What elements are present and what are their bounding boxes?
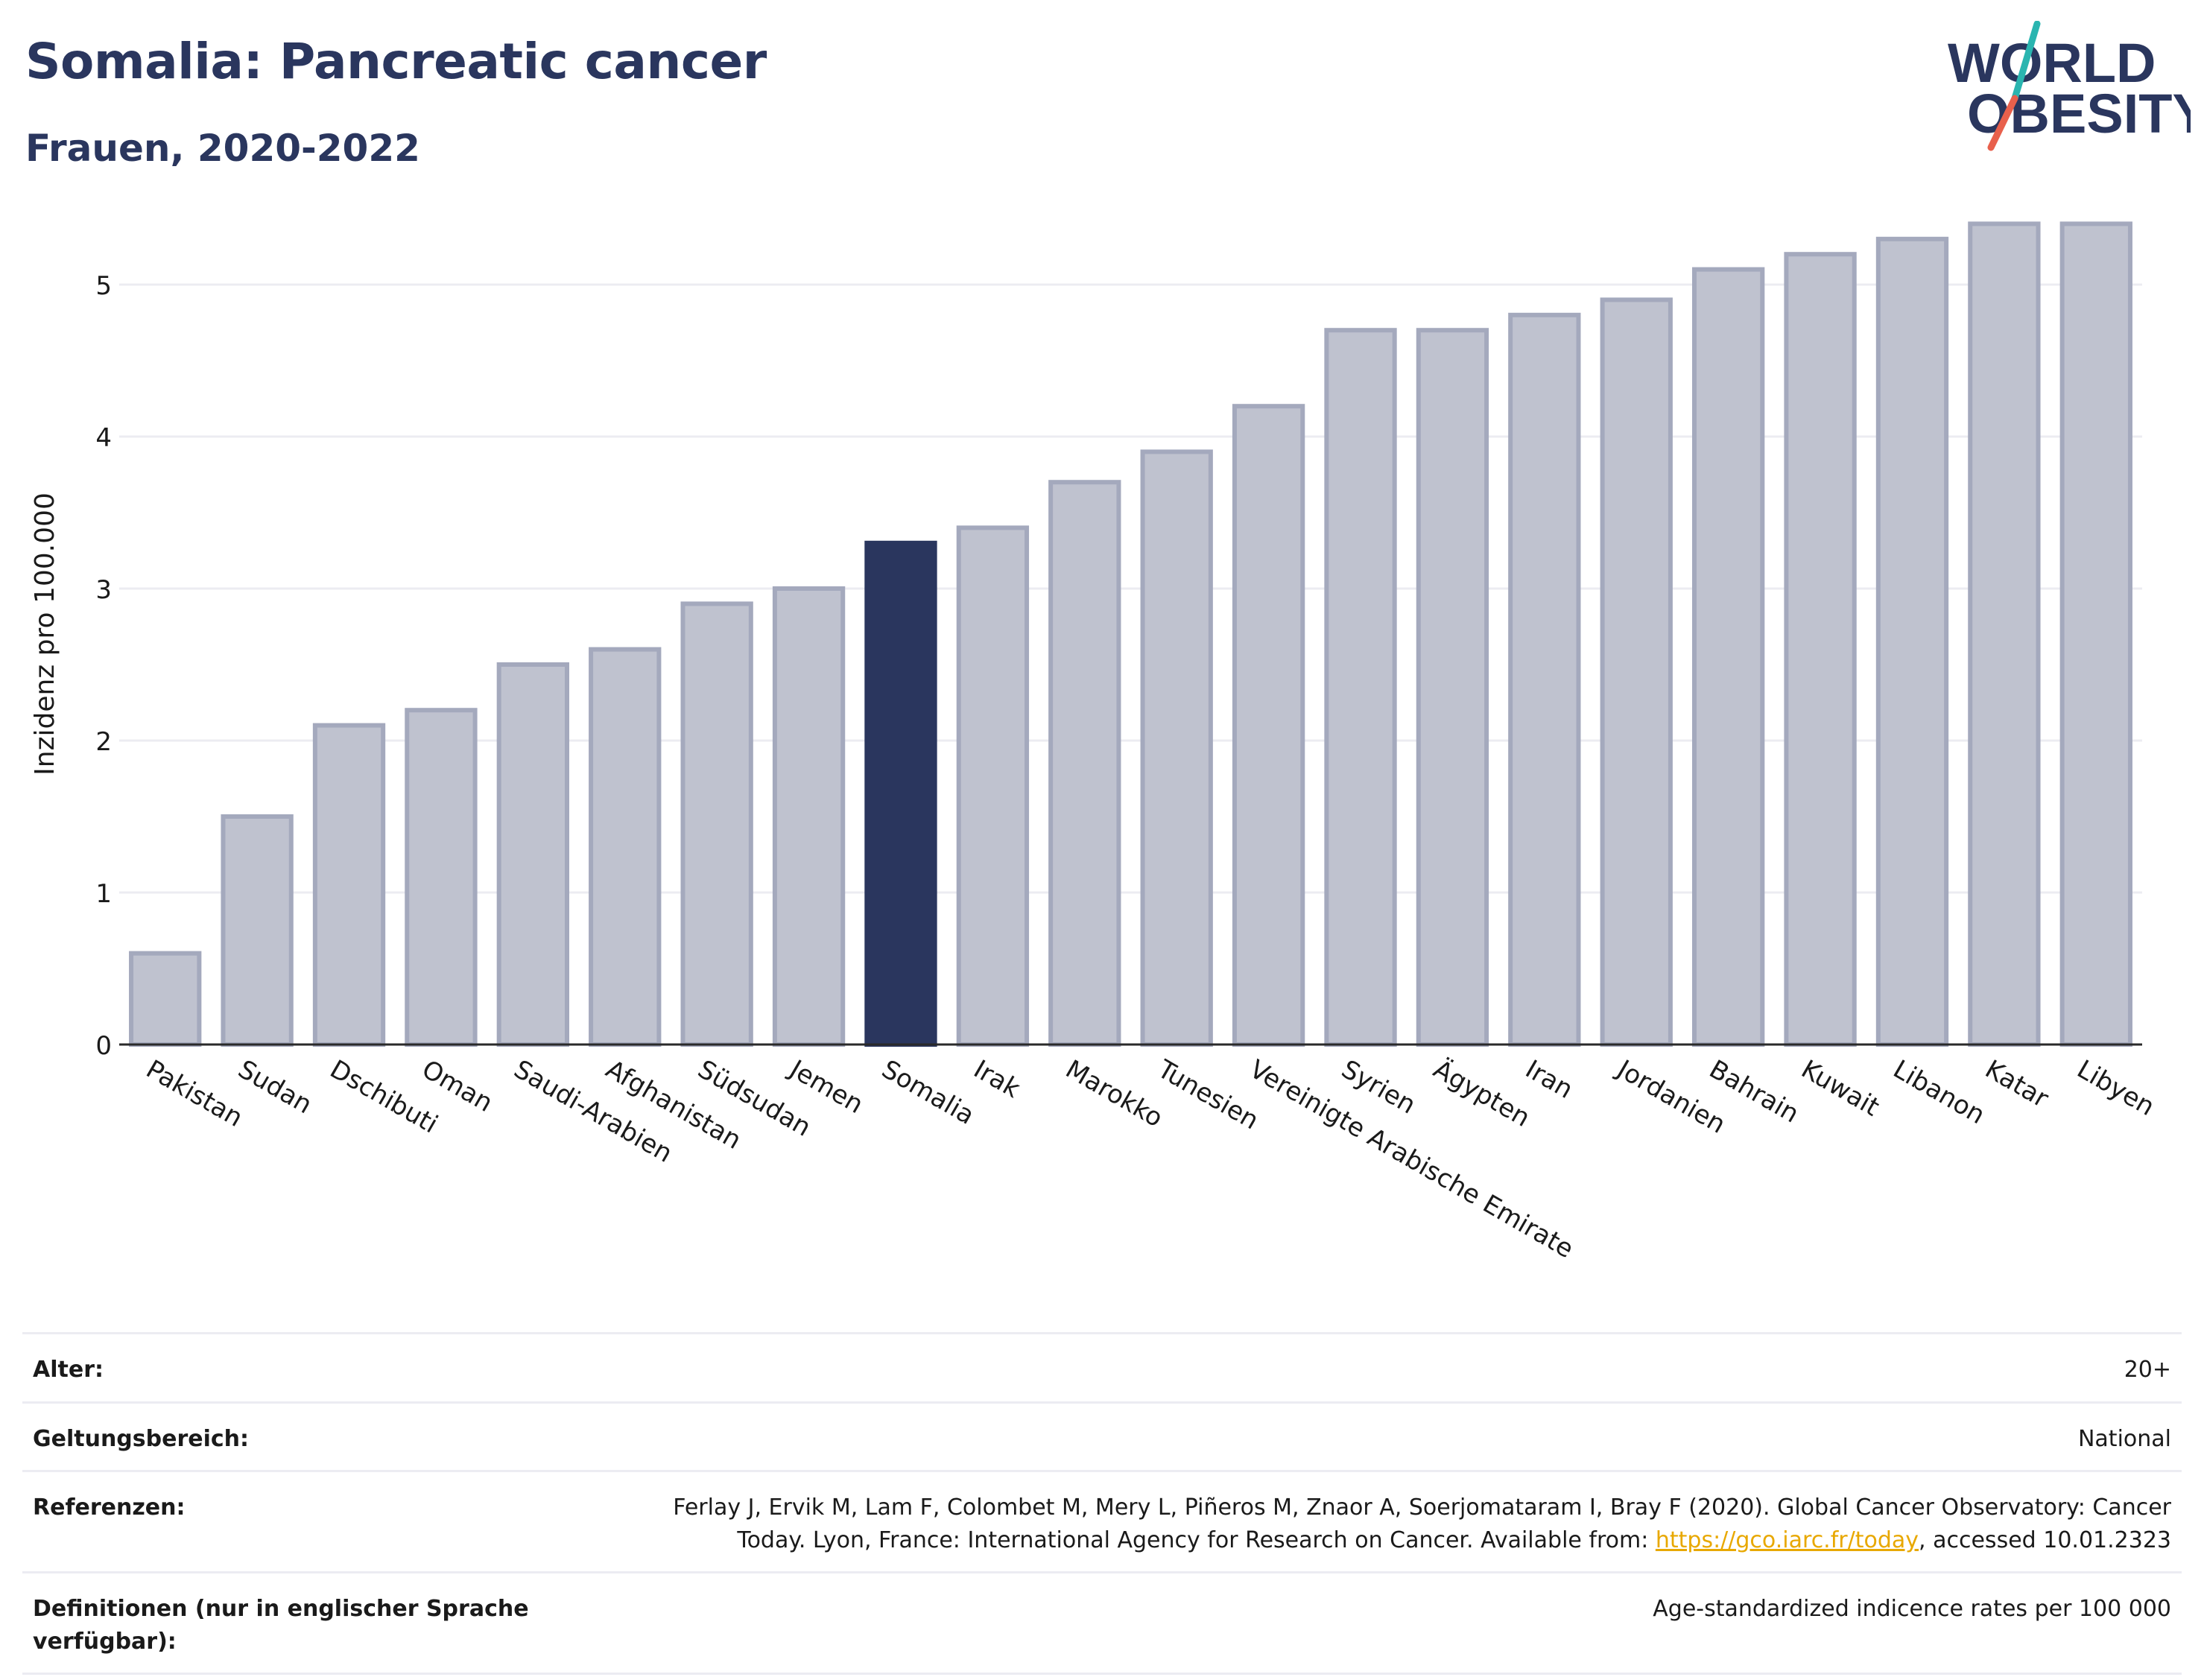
y-tick-label: 2 <box>95 727 112 757</box>
bar-katar <box>1968 221 2041 1047</box>
x-tick-label: Tunesien <box>1152 1054 1264 1136</box>
bar-iran <box>1508 312 1581 1047</box>
bar-sudan <box>221 814 294 1047</box>
bar-pakistan <box>129 951 202 1047</box>
bar-bahrain <box>1691 267 1765 1047</box>
x-tick-label: Pakistan <box>141 1054 247 1133</box>
bar-vereinigte-arabische-emirate <box>1232 404 1305 1047</box>
bar-irak <box>956 525 1030 1047</box>
bar-libanon <box>1875 236 1949 1047</box>
definitions-value: Age-standardized indicence rates per 100… <box>1653 1596 2171 1622</box>
bar-kuwait <box>1784 252 1857 1047</box>
world-obesity-logo: WORLD OBESITY <box>1948 21 2191 151</box>
scope-label: Geltungsbereich: <box>33 1425 250 1452</box>
x-tick-label: Katar <box>1980 1054 2053 1114</box>
metadata-table: Alter: 20+ Geltungsbereich: National Ref… <box>22 1332 2182 1675</box>
chart-subtitle: Frauen, 2020-2022 <box>25 127 420 170</box>
bar-ägypten <box>1416 328 1489 1047</box>
meta-row-references: Referenzen: Ferlay J, Ervik M, Lam F, Co… <box>22 1470 2182 1571</box>
x-tick-label: Vereinigte Arabische Emirate <box>1244 1054 1578 1264</box>
logo-slash-teal <box>2011 21 2041 102</box>
reference-text-1: Ferlay J, Ervik M, Lam F, Colombet M, Me… <box>673 1494 2171 1521</box>
bar-afghanistan <box>589 647 662 1047</box>
bar-südsudan <box>680 601 753 1047</box>
bar-syrien <box>1324 328 1397 1047</box>
references-value: Ferlay J, Ervik M, Lam F, Colombet M, Me… <box>673 1492 2171 1556</box>
x-tick-label: Libanon <box>1888 1054 1990 1130</box>
scope-value: National <box>2077 1425 2171 1452</box>
x-tick-label: Kuwait <box>1796 1054 1884 1122</box>
chart-title: Somalia: Pancreatic cancer <box>25 33 767 90</box>
meta-row-definitions: Definitionen (nur in englischer Sprache … <box>22 1571 2182 1675</box>
meta-row-scope: Geltungsbereich: National <box>22 1401 2182 1471</box>
reference-text-3: , accessed 10.01.2323 <box>1919 1527 2171 1553</box>
references-label: Referenzen: <box>33 1494 186 1521</box>
y-tick-label: 3 <box>95 575 112 605</box>
bar-jordanien <box>1600 297 1673 1047</box>
bars <box>129 221 2132 1047</box>
x-tick-label: Ägypten <box>1428 1054 1535 1133</box>
y-tick-label: 5 <box>95 271 112 301</box>
y-tick-label: 0 <box>95 1031 112 1061</box>
age-value: 20+ <box>2124 1357 2171 1383</box>
definitions-label: Definitionen (nur in englischer Sprache … <box>33 1596 529 1655</box>
x-tick-label: Irak <box>969 1054 1025 1104</box>
logo-slash-red <box>1987 95 2018 151</box>
bar-somalia <box>864 540 937 1047</box>
x-tick-label: Iran <box>1520 1054 1577 1105</box>
reference-link[interactable]: https://gco.iarc.fr/today <box>1655 1527 1919 1553</box>
y-axis-label: Inzidenz pro 100.000 <box>30 492 60 776</box>
y-tick-label: 4 <box>95 423 112 453</box>
x-tick-label: Somalia <box>876 1054 979 1131</box>
meta-row-age: Alter: 20+ <box>22 1332 2182 1401</box>
bar-jemen <box>772 586 846 1047</box>
x-tick-label: Marokko <box>1060 1054 1168 1133</box>
bar-dschibuti <box>312 723 386 1047</box>
bar-oman <box>405 708 478 1047</box>
bar-saudi-arabien <box>496 662 570 1047</box>
x-tick-label: Saudi-Arabien <box>509 1054 677 1169</box>
bar-marokko <box>1048 480 1121 1047</box>
y-tick-label: 1 <box>95 879 112 909</box>
x-tick-label: Libyen <box>2072 1054 2159 1122</box>
bar-tunesien <box>1140 449 1213 1047</box>
logo-word-world: WORLD <box>1948 32 2156 94</box>
bar-libyen <box>2059 221 2132 1047</box>
age-label: Alter: <box>33 1357 104 1383</box>
reference-text-2: Today. Lyon, France: International Agenc… <box>737 1527 1656 1553</box>
